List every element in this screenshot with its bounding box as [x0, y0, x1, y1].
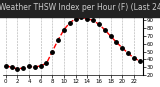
Title: Milwaukee Weather THSW Index per Hour (F) (Last 24 Hours): Milwaukee Weather THSW Index per Hour (F…	[0, 3, 160, 12]
